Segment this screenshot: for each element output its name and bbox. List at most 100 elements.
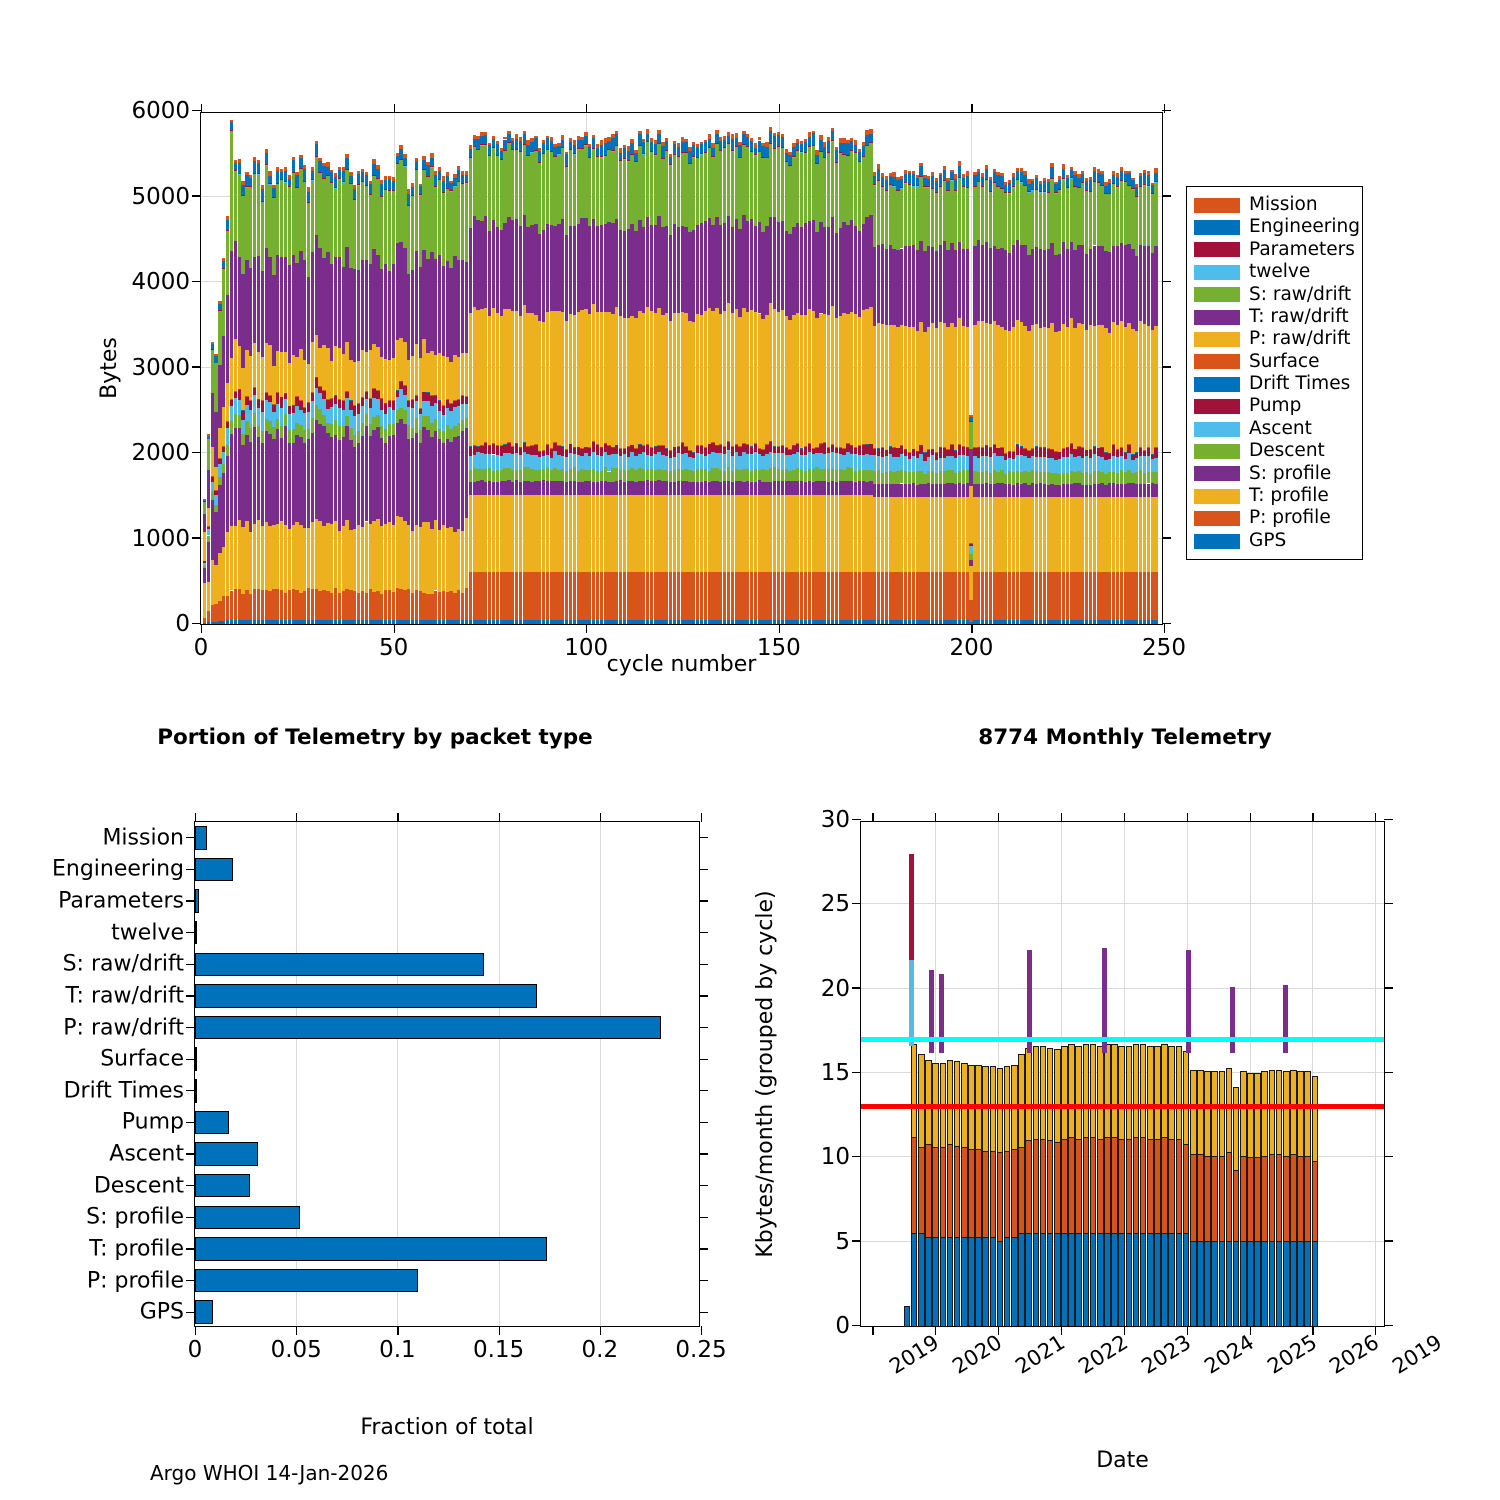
segment-engineering xyxy=(911,173,915,186)
segment-ascent xyxy=(742,452,746,469)
segment-s-profile xyxy=(1046,484,1050,498)
segment-descent xyxy=(788,471,792,482)
segment-s-profile xyxy=(695,481,700,495)
segment-surface xyxy=(977,446,981,448)
segment-descent xyxy=(368,423,372,436)
xtick-top-8 xyxy=(1375,813,1377,822)
segment-ascent xyxy=(815,453,819,468)
segment-descent xyxy=(1000,469,1004,484)
segment-pump xyxy=(541,450,546,457)
segment-mission xyxy=(318,157,322,162)
segment-s-profile xyxy=(214,512,218,566)
segment-p-raw-drift xyxy=(468,313,473,446)
segment-pump xyxy=(680,442,684,454)
segment-p-profile xyxy=(426,593,430,621)
segment-pump xyxy=(322,390,326,400)
segment-p-raw-drift xyxy=(634,317,638,449)
segment-parameters xyxy=(880,185,885,187)
segment-mission xyxy=(576,136,580,141)
segment-mission xyxy=(441,175,446,181)
segment-surface xyxy=(291,404,295,406)
segment-engineering xyxy=(1027,183,1031,192)
cycle-bar xyxy=(950,169,954,624)
segment-t-raw-drift xyxy=(326,251,330,348)
segment-mission xyxy=(326,162,330,167)
segment-s-raw-drift xyxy=(815,163,819,233)
segment-s-profile xyxy=(349,440,353,530)
cycle-bar xyxy=(1150,182,1154,624)
segment-gps xyxy=(495,620,499,624)
segment-p-raw-drift xyxy=(437,352,442,400)
segment-pump xyxy=(233,391,238,398)
segment-surface xyxy=(684,445,688,447)
segment-s-profile xyxy=(1042,484,1046,498)
segment-engineering xyxy=(1081,173,1085,183)
segment-pump xyxy=(722,446,727,455)
segment-descent xyxy=(507,468,511,481)
segment-t-raw-drift xyxy=(669,235,673,322)
segment-t-raw-drift xyxy=(861,224,865,310)
segment-surface xyxy=(322,389,326,391)
segment-parameters xyxy=(603,154,607,156)
segment-ascent xyxy=(337,407,342,426)
segment-engineering xyxy=(383,180,388,190)
cycle-bar xyxy=(622,145,627,624)
segment-s-profile xyxy=(387,436,392,522)
segment-p-raw-drift xyxy=(780,310,785,445)
legend-label-14: P: profile xyxy=(1249,507,1331,529)
segment-p-profile xyxy=(1034,571,1039,621)
cycle-bar xyxy=(676,142,681,624)
segment-t-profile xyxy=(722,494,727,572)
segment-engineering xyxy=(642,142,646,154)
segment-mission xyxy=(930,172,935,176)
segment-surface xyxy=(1123,451,1127,453)
segment-t-profile xyxy=(626,494,630,572)
segment-ascent xyxy=(634,455,638,470)
segment-p-profile xyxy=(811,571,815,621)
segment-gps xyxy=(938,620,942,624)
segment-pump xyxy=(830,444,835,452)
segment-gps xyxy=(934,620,939,624)
monthly-telemetry-figure: 8774 Monthly Telemetry Date Kbytes/month… xyxy=(750,725,1500,1500)
segment-parameters xyxy=(903,182,908,184)
segment-ascent xyxy=(291,412,295,429)
segment-p-profile xyxy=(1123,571,1127,621)
segment-p-profile xyxy=(534,571,538,621)
segment-t-profile xyxy=(1138,497,1143,572)
segment-s-profile xyxy=(645,480,650,495)
segment-ascent xyxy=(1061,456,1066,474)
ytick-left-12 xyxy=(186,1216,195,1218)
month-segment-upper xyxy=(1312,1076,1318,1161)
cycle-bar xyxy=(1115,173,1120,624)
segment-pump xyxy=(965,447,969,456)
segment-parameters xyxy=(303,181,307,182)
segment-engineering xyxy=(672,143,677,154)
category-label-s-raw-drift: S: raw/drift xyxy=(62,951,184,977)
segment-ascent xyxy=(449,411,453,430)
segment-engineering xyxy=(730,138,734,151)
cycle-bar xyxy=(276,167,280,624)
segment-t-profile xyxy=(403,521,407,591)
segment-surface xyxy=(534,443,538,445)
month-segment-middle xyxy=(1305,1155,1310,1241)
segment-engineering xyxy=(757,140,761,152)
segment-p-profile xyxy=(869,571,873,621)
segment-p-profile xyxy=(642,571,646,621)
segment-gps xyxy=(907,620,912,624)
segment-pump xyxy=(657,445,661,453)
segment-p-raw-drift xyxy=(445,356,449,400)
segment-engineering xyxy=(715,134,719,144)
segment-s-profile xyxy=(572,480,577,495)
segment-gps xyxy=(253,620,257,624)
segment-s-profile xyxy=(1104,484,1108,498)
segment-p-raw-drift xyxy=(784,315,788,447)
segment-pump xyxy=(796,443,800,453)
segment-engineering xyxy=(695,146,700,157)
segment-gps xyxy=(437,620,442,624)
segment-mission xyxy=(249,174,253,179)
segment-t-profile xyxy=(903,497,908,572)
segment-s-profile xyxy=(545,481,550,495)
segment-engineering xyxy=(776,135,781,146)
segment-ascent xyxy=(1042,456,1046,473)
segment-gps xyxy=(376,620,380,624)
